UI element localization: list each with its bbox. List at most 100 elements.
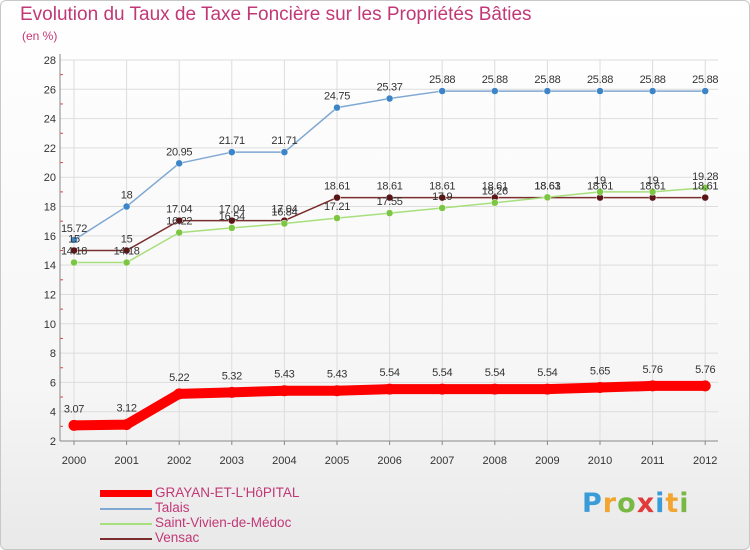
series-point-3 bbox=[122, 246, 131, 255]
series-point-0 bbox=[436, 383, 448, 395]
y-tick-label: 28 bbox=[44, 55, 56, 67]
data-label-2: 14.18 bbox=[114, 246, 140, 258]
x-tick-label: 2006 bbox=[377, 455, 401, 467]
x-tick-label: 2000 bbox=[62, 455, 86, 467]
data-label-1: 25.37 bbox=[377, 82, 403, 94]
series-point-3 bbox=[333, 193, 341, 202]
data-label-3: 18.61 bbox=[692, 181, 718, 193]
data-label-0: 5.65 bbox=[590, 366, 610, 378]
series-point-2 bbox=[228, 224, 236, 232]
brand-letter: x bbox=[636, 488, 656, 519]
data-label-0: 3.07 bbox=[64, 403, 84, 415]
brand-letter: r bbox=[602, 488, 618, 519]
x-tick-label: 2002 bbox=[167, 455, 191, 467]
data-label-2: 16.22 bbox=[166, 216, 192, 228]
data-label-1: 18 bbox=[121, 190, 133, 202]
grid-lines bbox=[60, 59, 718, 441]
series-point-0 bbox=[173, 388, 185, 400]
data-label-0: 5.22 bbox=[169, 372, 189, 384]
series-point-2 bbox=[701, 184, 709, 192]
data-label-3: 17.04 bbox=[219, 204, 245, 216]
legend-swatch bbox=[100, 538, 152, 540]
data-label-2: 19 bbox=[647, 175, 659, 187]
data-label-1: 25.88 bbox=[692, 74, 718, 86]
series-point-0 bbox=[121, 419, 133, 431]
data-label-0: 3.12 bbox=[116, 403, 136, 415]
brand-letter: t bbox=[665, 488, 680, 519]
data-label-0: 5.76 bbox=[695, 364, 715, 376]
y-tick-label: 26 bbox=[44, 84, 56, 96]
data-label-2: 16.84 bbox=[271, 207, 297, 219]
legend-label: Vensac bbox=[155, 530, 200, 545]
series-lines bbox=[68, 87, 711, 431]
y-tick-label: 22 bbox=[44, 143, 56, 155]
data-label-0: 5.43 bbox=[274, 369, 294, 381]
data-label-3: 18.61 bbox=[324, 181, 350, 193]
series-point-2 bbox=[648, 188, 657, 196]
x-tick-label: 2005 bbox=[325, 455, 349, 467]
data-label-3: 17.04 bbox=[166, 204, 192, 216]
series-point-3 bbox=[385, 193, 394, 202]
chart-unit-label: (en %) bbox=[22, 29, 58, 43]
series-point-1 bbox=[280, 148, 289, 156]
data-label-1: 25.88 bbox=[587, 74, 613, 86]
series-point-0 bbox=[541, 383, 553, 395]
series-point-1 bbox=[648, 87, 657, 95]
x-tick-label: 2010 bbox=[588, 455, 612, 467]
data-label-0: 5.54 bbox=[379, 367, 399, 379]
y-tick-label: 16 bbox=[44, 231, 56, 243]
data-label-3: 17.04 bbox=[271, 204, 297, 216]
x-tick-label: 2011 bbox=[641, 455, 665, 467]
data-label-3: 18.61 bbox=[429, 181, 455, 193]
data-label-1: 25.88 bbox=[534, 74, 560, 86]
series-point-2 bbox=[491, 198, 499, 207]
data-label-3: 18.61 bbox=[482, 181, 508, 193]
data-label-1: 25.88 bbox=[640, 74, 666, 86]
series-point-0 bbox=[489, 383, 501, 395]
brand-logo: Proxiti bbox=[582, 488, 690, 519]
series-point-0 bbox=[647, 380, 659, 392]
x-tick-label: 2004 bbox=[272, 455, 296, 467]
series-point-2 bbox=[280, 219, 289, 228]
data-label-3: 15 bbox=[121, 234, 133, 246]
series-point-0 bbox=[384, 383, 396, 395]
x-tick-label: 2001 bbox=[114, 455, 138, 467]
data-label-3: 18.61 bbox=[377, 181, 403, 193]
series-point-0 bbox=[226, 386, 238, 398]
data-label-3: 18.61 bbox=[587, 181, 613, 193]
data-label-1: 21.71 bbox=[271, 135, 297, 147]
series-point-1 bbox=[385, 94, 394, 103]
data-label-0: 5.43 bbox=[327, 369, 347, 381]
x-tick-label: 2009 bbox=[535, 455, 559, 467]
series-point-3 bbox=[70, 246, 78, 255]
brand-letter: o bbox=[617, 488, 637, 519]
data-label-2: 17.21 bbox=[324, 201, 350, 213]
series-point-1 bbox=[333, 103, 341, 112]
data-label-0: 5.54 bbox=[537, 367, 557, 379]
legend-swatch bbox=[100, 523, 152, 525]
data-label-3: 18.61 bbox=[534, 181, 560, 193]
series-point-2 bbox=[543, 193, 552, 202]
series-point-1 bbox=[438, 87, 446, 95]
data-label-0: 5.32 bbox=[222, 370, 242, 382]
y-tick-label: 4 bbox=[50, 407, 56, 419]
series-point-3 bbox=[438, 193, 446, 202]
series-point-0 bbox=[68, 419, 80, 431]
y-tick-label: 10 bbox=[44, 319, 56, 331]
data-label-1: 20.95 bbox=[166, 146, 192, 158]
series-point-1 bbox=[228, 148, 236, 156]
data-label-2: 17.55 bbox=[377, 196, 403, 208]
series-point-1 bbox=[543, 87, 552, 95]
series-point-2 bbox=[438, 204, 446, 212]
series-point-1 bbox=[491, 87, 499, 95]
series-point-0 bbox=[699, 380, 711, 392]
chart-title: Evolution du Taux de Taxe Foncière sur l… bbox=[20, 4, 532, 25]
series-point-1 bbox=[70, 236, 78, 244]
data-label-2: 14.18 bbox=[61, 246, 87, 258]
series-point-3 bbox=[701, 193, 709, 202]
brand-letter: P bbox=[582, 488, 603, 519]
legend-swatch bbox=[100, 490, 152, 497]
data-label-1: 24.75 bbox=[324, 91, 350, 103]
legend-label: GRAYAN-ET-L'HôPITAL bbox=[155, 485, 300, 500]
